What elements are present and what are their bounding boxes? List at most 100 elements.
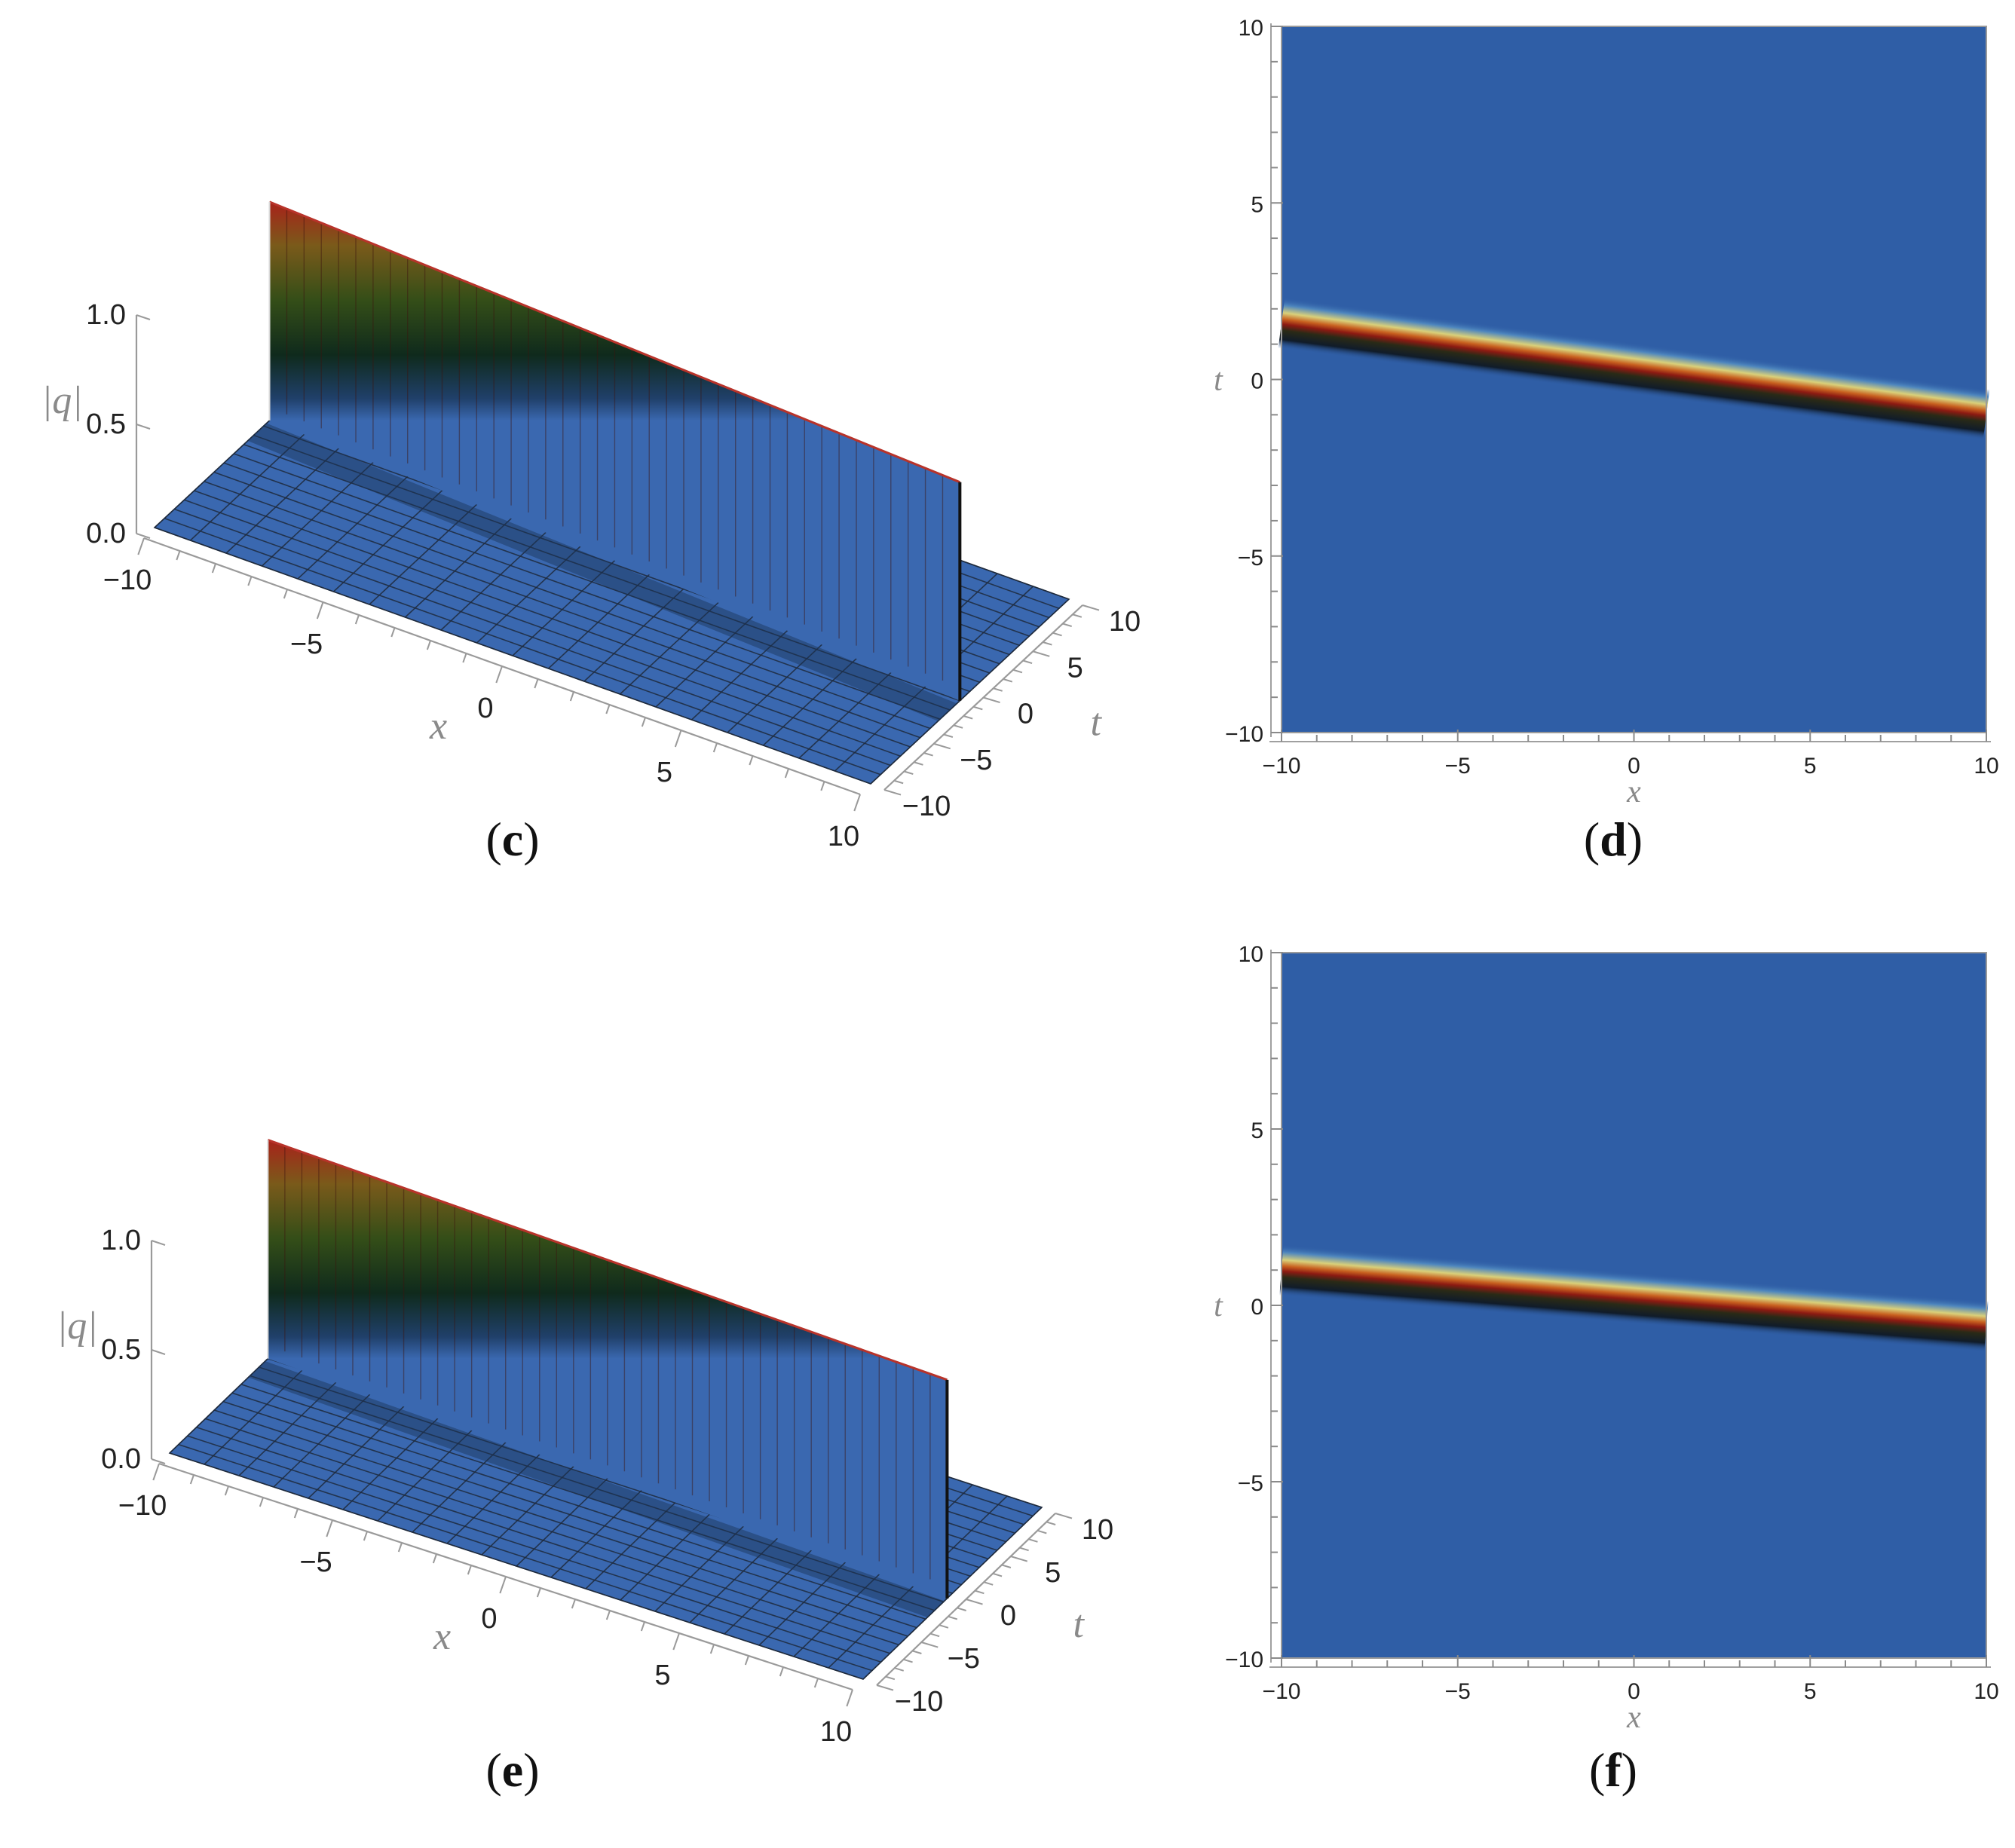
wave-shadow [248,1361,945,1617]
grid-line-x [870,598,1070,785]
y-tick-label: 5 [1251,192,1263,217]
t-tick [1001,1564,1012,1568]
x-tick-label: −10 [103,564,152,596]
t-tick [948,1615,958,1620]
surface-axes [150,1240,1073,1707]
t-tick [894,1667,904,1672]
t-tick-label: 0 [1000,1600,1016,1632]
x-tick-label: 5 [1804,754,1817,779]
x-tick [224,1485,229,1496]
t-tick-label: −10 [895,1686,943,1718]
x-axis-title: x [429,705,447,748]
panel-c: −10 −5 0 5 10 −10 −5 0 5 10 0.0 0.5 1.0 x t |q| (c) [41,200,1141,866]
t-tick [1052,632,1062,637]
t-tick [1022,659,1033,665]
x-tick [813,1678,819,1688]
x-tick-label: −10 [1263,1679,1301,1704]
wave-wall [268,1140,948,1599]
plot-frame [1269,23,1991,742]
tick-labels: −10 −5 0 5 10 −10 −5 0 5 10 [1225,16,1999,779]
y-tick-label: −10 [1225,722,1263,747]
z-tick-label: 0.5 [86,408,126,440]
t-tick [914,761,923,766]
panel-d: −10 −5 0 5 10 −10 −5 0 5 10 x t (d) [1214,16,1999,866]
soliton-line [1279,1244,1989,1352]
x-tick [293,1508,299,1519]
z-tick [136,533,151,539]
x-tick-label: 10 [820,1716,852,1748]
t-tick [1055,1513,1073,1519]
grid-line-x [862,1507,1043,1680]
x-tick [283,589,288,599]
x-tick [846,1689,853,1707]
t-tick [1037,1529,1047,1534]
x-tick [354,614,360,625]
t-tick [963,715,973,720]
x-tick [467,1565,472,1575]
t-tick [975,1589,985,1595]
panel-label: (d) [1584,812,1643,866]
t-tick [1019,1547,1029,1552]
t-tick-label: −10 [902,791,951,822]
y-tick-label: 5 [1251,1118,1263,1143]
t-tick [1032,650,1050,657]
z-axis-title: |q| [41,379,83,422]
x-tick [640,1621,645,1632]
x-tick [534,678,539,689]
t-tick-label: 10 [1109,606,1141,638]
x-tick [605,1610,611,1620]
t-tick [876,1684,894,1691]
x-tick [137,537,145,555]
x-tick [211,563,216,574]
x-tick-label: 10 [1974,1679,1998,1704]
panel-label: (c) [485,812,539,866]
t-tick [933,742,951,750]
x-tick [749,755,754,766]
x-tick [820,781,825,791]
t-tick [953,724,963,729]
z-tick [151,1349,166,1355]
z-tick-label: 0.0 [86,518,126,549]
x-tick [605,704,611,714]
x-tick [462,653,467,663]
x-tick [176,550,181,561]
x-tick [672,1632,680,1651]
t-tick [1046,1521,1056,1525]
soliton-line [1278,297,1990,441]
z-tick [151,1458,166,1464]
x-tick [674,730,682,748]
z-tick-label: 1.0 [86,299,126,331]
t-axis-title: t [1073,1603,1086,1646]
x-tick [569,691,574,702]
t-tick [973,705,983,711]
y-tick-label: −5 [1238,546,1263,571]
t-tick [1082,604,1100,611]
x-tick-label: −5 [299,1547,332,1578]
x-tick-label: 5 [1804,1679,1817,1704]
t-tick [983,696,1000,704]
t-tick [1028,1538,1038,1543]
x-tick [536,1587,541,1598]
t-tick [904,770,914,776]
t-tick [966,1599,983,1605]
x-tick [247,576,253,586]
x-tick [390,627,396,638]
z-tick [136,314,151,320]
x-tick [259,1497,264,1507]
x-tick-label: 0 [477,693,493,724]
x-tick [397,1542,403,1553]
plot-frame [1269,950,1991,1668]
wave-wall [269,201,960,701]
x-tick [641,717,646,727]
soliton-wave [247,200,962,721]
y-tick-label: 0 [1251,369,1263,394]
z-tick-label: 0.5 [101,1334,141,1366]
tick-labels: −10 −5 0 5 10 −10 −5 0 5 10 0.0 0.5 1.0 [86,299,1141,852]
x-tick-label: 0 [1628,754,1640,779]
t-tick-label: 0 [1018,699,1034,730]
x-tick [316,601,324,620]
wave-crest [268,200,960,484]
surface-axes [135,314,1100,812]
x-tick [784,768,789,779]
